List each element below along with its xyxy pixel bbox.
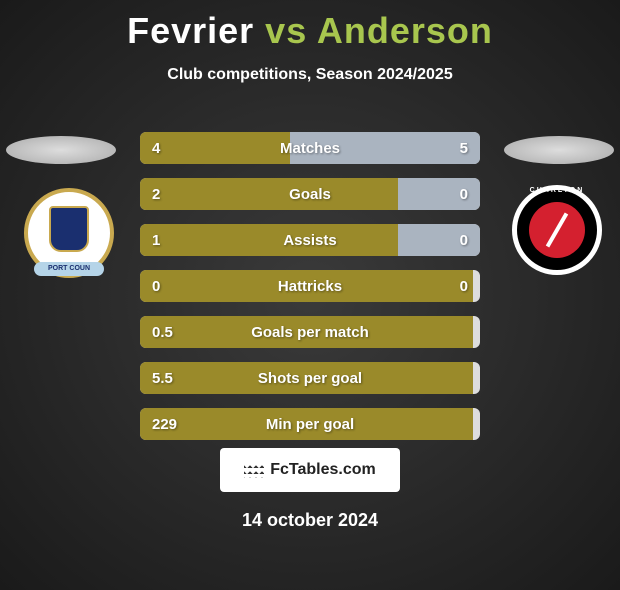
stat-label: Hattricks: [140, 278, 480, 295]
stat-row: 0Hattricks0: [140, 270, 480, 302]
player2-pedestal: [504, 136, 614, 164]
stat-row: 5.5Shots per goal: [140, 362, 480, 394]
stat-label: Min per goal: [140, 416, 480, 433]
branding-badge[interactable]: FcTables.com: [220, 448, 400, 492]
crest1-shield: [49, 206, 89, 252]
stat-row: 1Assists0: [140, 224, 480, 256]
stat-value-right: 0: [460, 278, 468, 295]
stat-row: 2Goals0: [140, 178, 480, 210]
branding-text: FcTables.com: [270, 461, 376, 479]
player2-name: Anderson: [317, 10, 493, 51]
vs-label: vs: [265, 10, 307, 51]
stat-value-right: 5: [460, 140, 468, 157]
stat-row: 229Min per goal: [140, 408, 480, 440]
competition-subtitle: Club competitions, Season 2024/2025: [0, 66, 620, 84]
player1-name: Fevrier: [127, 10, 254, 51]
stat-label: Goals per match: [140, 324, 480, 341]
crest2-inner: [529, 202, 585, 258]
crest1-band: PORT COUN: [34, 262, 104, 276]
stat-row: 0.5Goals per match: [140, 316, 480, 348]
player2-club-crest: CHARLTON: [512, 185, 602, 275]
stat-value-right: 0: [460, 232, 468, 249]
stat-value-right: 0: [460, 186, 468, 203]
crest2-arc: CHARLTON: [512, 187, 602, 194]
fctables-logo-icon: [244, 462, 264, 478]
player1-pedestal: [6, 136, 116, 164]
player1-club-crest: PORT COUN: [24, 188, 114, 278]
snapshot-date: 14 october 2024: [0, 510, 620, 531]
stat-label: Assists: [140, 232, 480, 249]
comparison-title: Fevrier vs Anderson: [0, 10, 620, 52]
crest2-sword-icon: [546, 213, 568, 248]
stat-label: Matches: [140, 140, 480, 157]
stat-label: Goals: [140, 186, 480, 203]
stat-row: 4Matches5: [140, 132, 480, 164]
stat-label: Shots per goal: [140, 370, 480, 387]
stats-bars: 4Matches52Goals01Assists00Hattricks00.5G…: [140, 132, 480, 454]
